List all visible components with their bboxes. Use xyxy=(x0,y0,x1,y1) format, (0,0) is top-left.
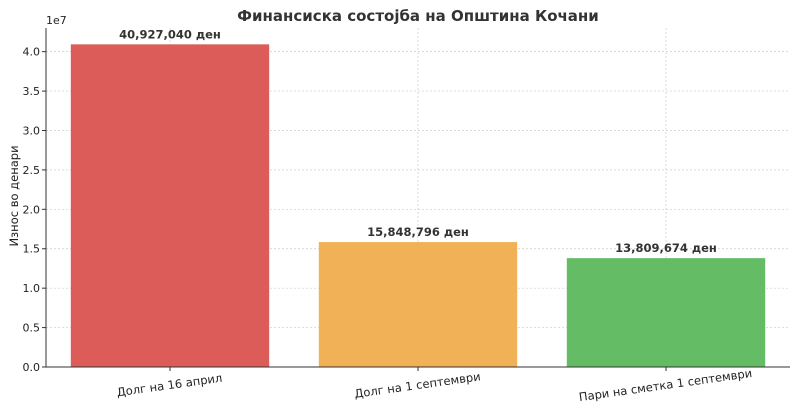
bar-layer xyxy=(70,44,766,367)
bar xyxy=(566,258,766,367)
y-tick-label: 0.0 xyxy=(23,361,41,374)
y-tick-label: 4.0 xyxy=(23,46,41,59)
bar-value-label: 15,848,796 ден xyxy=(367,225,469,239)
bar xyxy=(70,44,270,367)
x-tick-label: Долг на 16 април xyxy=(116,371,223,400)
y-tick-label: 3.0 xyxy=(23,124,41,137)
bar-value-label: 13,809,674 ден xyxy=(615,241,717,255)
bar-value-label: 40,927,040 ден xyxy=(119,27,221,41)
y-tick-label: 1.5 xyxy=(23,243,41,256)
chart-title: Финансиска состојба на Општина Кочани xyxy=(237,7,599,25)
y-axis-label: Износ во денари xyxy=(7,145,21,246)
y-tick-label: 0.5 xyxy=(23,322,41,335)
y-tick-label: 2.0 xyxy=(23,203,41,216)
bar xyxy=(318,242,518,367)
y-tick-label: 2.5 xyxy=(23,164,41,177)
y-axis-offset-label: 1e7 xyxy=(46,14,67,27)
axis-layer xyxy=(42,28,790,371)
y-tick-label: 3.5 xyxy=(23,85,41,98)
x-tick-label: Долг на 1 септември xyxy=(353,369,481,401)
x-tick-label: Пари на сметка 1 септември xyxy=(578,366,753,404)
y-tick-label: 1.0 xyxy=(23,282,41,295)
